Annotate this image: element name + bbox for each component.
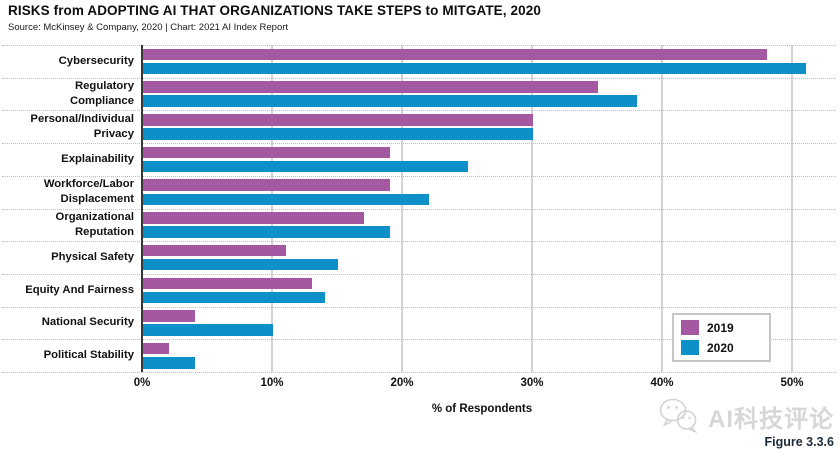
bar-2019-1 xyxy=(143,48,767,61)
chart-title: RISKS from ADOPTING AI THAT ORGANIZATION… xyxy=(8,3,541,18)
bar-2020-5 xyxy=(143,193,429,206)
bar-2020-6 xyxy=(143,226,390,238)
bar-2020-10 xyxy=(143,357,195,369)
legend: 2019 2020 xyxy=(672,313,771,362)
bar-2020-8 xyxy=(143,291,325,304)
bar-2019-8 xyxy=(143,277,312,290)
row-separator xyxy=(2,306,836,308)
legend-label-2019: 2019 xyxy=(707,320,734,335)
bar-2020-4 xyxy=(143,160,468,173)
legend-swatch-2020 xyxy=(681,340,699,355)
bar-2019-3 xyxy=(143,114,533,126)
category-label-regulatory-compliance: Regulatory Compliance xyxy=(69,79,134,108)
bar-2020-7 xyxy=(143,258,338,271)
row-separator xyxy=(2,372,836,373)
legend-swatch-2019 xyxy=(681,320,699,335)
legend-item-2019: 2019 xyxy=(681,320,769,335)
row-separator xyxy=(2,143,836,145)
wechat-logo-icon xyxy=(659,398,698,434)
category-label-workforce-labor-displacement: Workforce/Labor Displacement xyxy=(43,177,134,206)
y-axis-line xyxy=(140,45,143,372)
figure-label: Figure 3.3.6 xyxy=(764,435,834,449)
x-tick-label-40%: 40% xyxy=(650,377,674,389)
category-label-equity-and-fairness: Equity And Fairness xyxy=(25,283,134,296)
row-separator xyxy=(2,45,836,46)
row-separator xyxy=(2,175,836,177)
category-label-organizational-reputation: Organizational Reputation xyxy=(55,210,134,238)
x-tick-label-0%: 0% xyxy=(133,377,151,389)
bar-2019-5 xyxy=(143,179,390,191)
category-label-political-stability: Political Stability xyxy=(43,349,134,362)
category-label-explainability: Explainability xyxy=(61,152,134,165)
bar-2019-6 xyxy=(143,212,364,224)
watermark: AI科技评论 xyxy=(658,398,834,434)
row-separator xyxy=(2,77,836,79)
bar-2019-2 xyxy=(143,81,598,93)
bar-2020-1 xyxy=(143,62,806,75)
bar-2019-9 xyxy=(143,310,195,322)
chart-source-line: Source: McKinsey & Company, 2020 | Chart… xyxy=(8,22,289,33)
x-tick-label-10%: 10% xyxy=(260,377,284,389)
watermark-text: AI科技评论 xyxy=(708,405,834,433)
bar-2020-3 xyxy=(143,128,533,140)
category-label-national-security: National Security xyxy=(41,316,134,329)
row-separator xyxy=(2,273,836,275)
bar-2019-4 xyxy=(143,146,390,159)
legend-item-2020: 2020 xyxy=(681,340,769,355)
category-label-physical-safety: Physical Safety xyxy=(51,250,134,263)
bar-2020-9 xyxy=(143,324,273,336)
x-tick-label-50%: 50% xyxy=(780,377,804,389)
bar-2020-2 xyxy=(143,95,637,107)
row-separator xyxy=(2,241,836,243)
bar-2019-10 xyxy=(143,342,169,355)
legend-label-2020: 2020 xyxy=(707,340,734,355)
row-separator xyxy=(2,110,836,112)
category-label-personal-individual-privacy: Personal/Individual Privacy xyxy=(30,112,134,140)
x-axis-title: % of Respondents xyxy=(431,403,533,415)
row-separator xyxy=(2,208,836,210)
x-tick-label-20%: 20% xyxy=(390,377,414,389)
row-separator xyxy=(2,339,836,341)
bar-2019-7 xyxy=(143,244,286,257)
category-label-cybersecurity: Cybersecurity xyxy=(58,54,134,67)
x-tick-label-30%: 30% xyxy=(520,377,544,389)
